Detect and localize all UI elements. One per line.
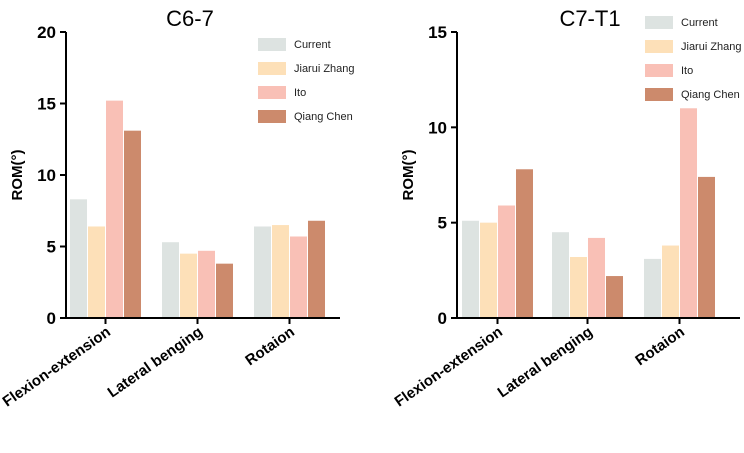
chart-title: C7-T1 bbox=[559, 6, 620, 31]
bar bbox=[180, 253, 197, 318]
legend-label: Qiang Chen bbox=[294, 111, 353, 123]
legend-label: Ito bbox=[294, 87, 306, 99]
legend-label: Current bbox=[681, 17, 718, 29]
y-tick-label: 5 bbox=[47, 238, 56, 257]
y-tick-label: 10 bbox=[428, 118, 447, 137]
chart-title: C6-7 bbox=[166, 6, 214, 31]
bar bbox=[606, 276, 623, 318]
y-tick-label: 15 bbox=[37, 95, 56, 114]
bar bbox=[254, 226, 271, 318]
bar bbox=[308, 220, 325, 318]
legend-swatch bbox=[258, 86, 286, 99]
bar bbox=[216, 263, 233, 318]
x-tick-label: Rotaion bbox=[242, 323, 297, 369]
bar bbox=[88, 226, 105, 318]
bar bbox=[106, 100, 123, 318]
legend-label: Qiang Chen bbox=[681, 89, 740, 101]
legend-swatch bbox=[258, 38, 286, 51]
bar bbox=[272, 225, 289, 318]
y-axis-label: ROM(°) bbox=[9, 150, 26, 201]
x-tick-label: Lateral benging bbox=[495, 323, 596, 401]
legend-swatch bbox=[258, 62, 286, 75]
legend-swatch bbox=[645, 40, 673, 53]
y-tick-label: 15 bbox=[428, 23, 447, 42]
legend-label: Jiarui Zhang bbox=[294, 63, 355, 75]
x-tick-label: Flexion-extension bbox=[392, 323, 506, 410]
y-axis-label: ROM(°) bbox=[400, 150, 417, 201]
bar bbox=[198, 250, 215, 318]
bar bbox=[588, 237, 605, 318]
legend-swatch bbox=[645, 64, 673, 77]
legend-swatch bbox=[645, 16, 673, 29]
legend-swatch bbox=[645, 88, 673, 101]
bar bbox=[162, 242, 179, 318]
y-tick-label: 10 bbox=[37, 166, 56, 185]
x-tick-label: Rotaion bbox=[632, 323, 687, 369]
bar bbox=[70, 199, 87, 318]
y-tick-label: 5 bbox=[438, 214, 447, 233]
y-tick-label: 0 bbox=[438, 309, 447, 328]
legend-label: Ito bbox=[681, 65, 693, 77]
bar bbox=[498, 205, 515, 318]
bar bbox=[480, 222, 497, 318]
bar bbox=[516, 169, 533, 318]
bar bbox=[290, 236, 307, 318]
legend-swatch bbox=[258, 110, 286, 123]
legend-label: Current bbox=[294, 39, 331, 51]
bar bbox=[570, 256, 587, 318]
bar bbox=[698, 176, 715, 318]
bar bbox=[662, 245, 679, 318]
bar bbox=[124, 130, 141, 318]
bar bbox=[552, 232, 569, 318]
x-tick-label: Flexion-extension bbox=[0, 323, 114, 410]
bar bbox=[644, 258, 661, 318]
x-tick-label: Lateral benging bbox=[105, 323, 206, 401]
bar bbox=[680, 108, 697, 319]
bar bbox=[462, 220, 479, 318]
y-tick-label: 0 bbox=[47, 309, 56, 328]
legend-label: Jiarui Zhang bbox=[681, 41, 742, 53]
y-tick-label: 20 bbox=[37, 23, 56, 42]
